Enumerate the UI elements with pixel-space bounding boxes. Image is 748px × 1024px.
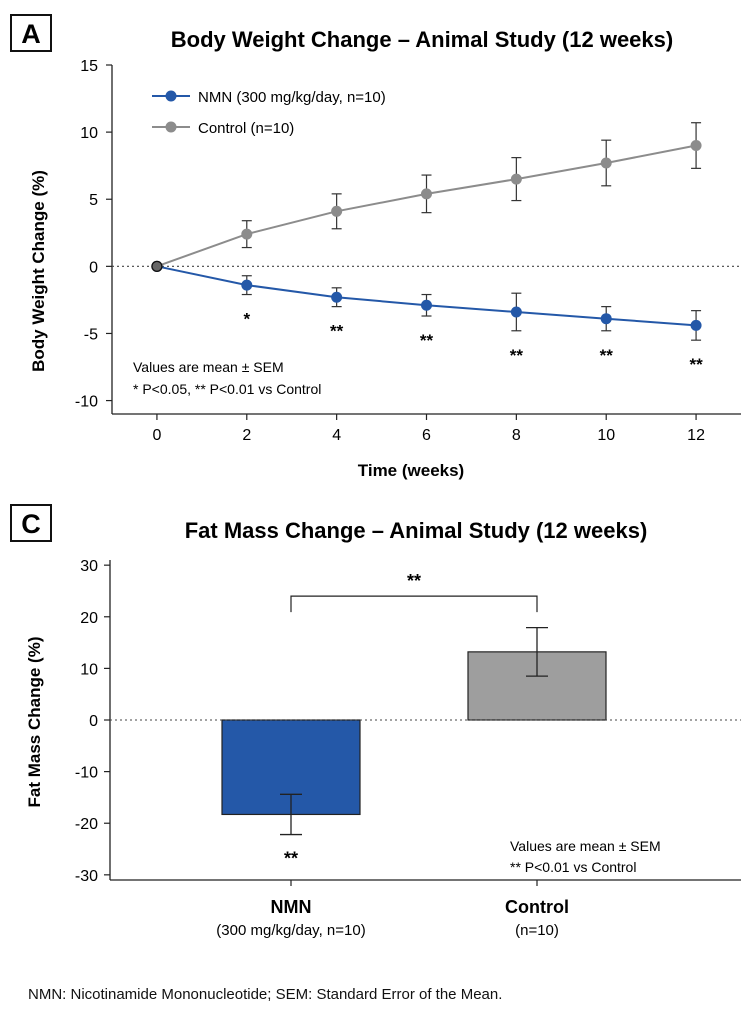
panel-c-annotation-line-2: ** P<0.01 vs Control [510,859,636,875]
panel-a-x-tick-label: 12 [687,427,705,444]
panel-c-annotation-line-1: Values are mean ± SEM [510,838,661,854]
panel-c-annotation: Values are mean ± SEM ** P<0.01 vs Contr… [510,838,661,875]
panel-a-point-nmn [690,319,702,331]
panel-c-comparison-marker: ** [407,571,421,591]
panel-c-y-tick-label: 10 [80,661,98,678]
panel-a-body-weight-chart: A Body Weight Change – Animal Study (12 … [10,14,741,480]
panel-a-point-control [510,173,522,185]
panel-c-y-tick-label: 30 [80,558,98,575]
panel-c-y-tick-label: -30 [75,868,98,885]
panel-a-point-control [331,205,343,217]
panel-a-annotation-line-2: * P<0.05, ** P<0.01 vs Control [133,381,321,397]
panel-a-x-tick-label: 2 [242,427,251,444]
panel-a-y-tick-label: -10 [75,394,98,411]
panel-a-point-nmn [421,299,432,311]
panel-a-origin-point [151,260,163,272]
panel-c-category-sublabel: (300 mg/kg/day, n=10) [216,922,365,939]
panel-a-legend: NMN (300 mg/kg/day, n=10) Control (n=10) [152,89,386,137]
panel-c-letter: C [21,509,41,539]
panel-c-letter-box [10,504,52,542]
panel-a-point-control [241,228,253,240]
panel-a-y-tick-label: 10 [80,125,98,142]
panel-c-y-tick-label: -20 [75,816,98,833]
panel-a-x-tick-label: 4 [332,427,341,444]
panel-c-comparison-bracket [290,595,538,613]
panel-a-significance-marker: ** [510,346,524,365]
panel-a-significance-marker: * [243,310,250,329]
panel-a-point-control [421,188,432,200]
panel-a-x-tick-label: 10 [597,427,615,444]
panel-c-significance-marker: ** [284,849,298,869]
panel-c-plot-area: -30 -20 -10 0 10 20 30 NMN (300 mg/kg/day, n=10)… [75,558,741,939]
panel-a-point-nmn [331,291,343,303]
legend-control-marker [165,121,177,133]
panel-a-title: Body Weight Change – Animal Study (12 we… [171,27,673,52]
legend-nmn-label: NMN (300 mg/kg/day, n=10) [198,89,386,106]
panel-a-point-control [600,157,612,169]
panel-a-x-tick-label: 8 [512,427,521,444]
panel-a-significance-marker: ** [420,331,434,350]
legend-control-label: Control (n=10) [198,120,294,137]
panel-a-point-control [690,140,702,152]
panel-c-y-tick-label: 20 [80,610,98,627]
panel-a-y-axis-label: Body Weight Change (%) [29,170,48,372]
panel-c-y-axis-label: Fat Mass Change (%) [25,637,44,808]
panel-a-letter-box [10,14,52,52]
panel-a-y-tick-label: -5 [84,326,98,343]
panel-c-fat-mass-chart: C Fat Mass Change – Animal Study (12 wee… [10,504,741,939]
panel-c-y-tick-label: 0 [89,713,98,730]
panel-a-x-tick-label: 6 [422,427,431,444]
panel-a-y-tick-label: 15 [80,58,98,75]
panel-a-significance-marker: ** [600,346,614,365]
panel-c-category-label: Control [505,897,569,917]
panel-c-title: Fat Mass Change – Animal Study (12 weeks… [185,518,648,543]
panel-a-point-nmn [600,313,612,325]
panel-a-x-tick-label: 0 [152,427,161,444]
panel-a-significance-marker: ** [330,322,344,341]
panel-a-y-tick-label: 0 [89,259,98,276]
panel-a-point-nmn [510,306,522,318]
legend-nmn-marker [165,90,177,102]
footnote: NMN: Nicotinamide Mononucleotide; SEM: S… [28,986,503,1003]
panel-a-point-nmn [241,279,253,291]
panel-c-y-tick-label: -10 [75,765,98,782]
panel-c-category-sublabel: (n=10) [515,922,559,939]
panel-a-significance-marker: ** [689,355,703,374]
panel-c-category-label: NMN [271,897,312,917]
panel-a-x-axis-label: Time (weeks) [358,461,464,480]
panel-a-letter: A [21,19,41,49]
panel-a-annotation: Values are mean ± SEM * P<0.05, ** P<0.0… [133,359,321,397]
panel-a-y-tick-label: 5 [89,192,98,209]
panel-a-annotation-line-1: Values are mean ± SEM [133,359,284,375]
